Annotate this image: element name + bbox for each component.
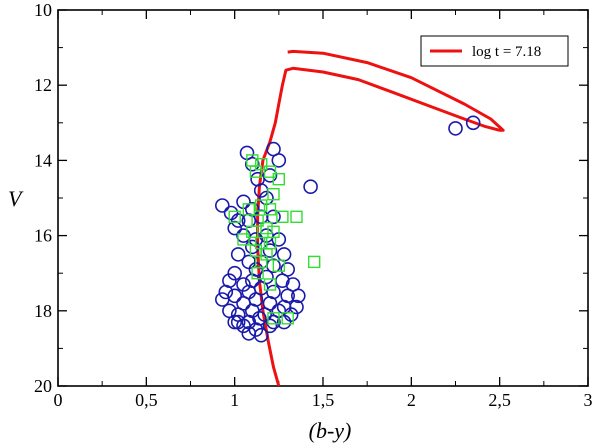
square-point xyxy=(246,225,259,239)
square-point xyxy=(237,233,250,246)
isochrone-series xyxy=(256,49,505,386)
circle-point xyxy=(289,299,304,315)
circle-point xyxy=(290,288,306,304)
circle-point xyxy=(230,314,246,330)
y-tick-labels: 10 12 14 16 18 20 xyxy=(34,0,52,396)
legend-label: log t = 7.18 xyxy=(472,44,541,60)
square-point xyxy=(272,259,285,272)
circle-point xyxy=(230,213,246,228)
square-series xyxy=(228,154,321,325)
circle-point xyxy=(262,243,278,258)
x-tick-label: 2 xyxy=(407,390,416,410)
circle-point xyxy=(448,121,463,136)
x-axis-title: (b-y) xyxy=(309,418,352,443)
square-point xyxy=(228,210,241,224)
circle-point xyxy=(227,314,242,330)
y-tick-label: 10 xyxy=(34,0,52,20)
circle-point xyxy=(253,327,269,343)
square-point xyxy=(281,312,294,325)
square-point xyxy=(249,165,263,178)
circle-point xyxy=(236,277,251,292)
circle-point xyxy=(266,209,281,225)
circle-point xyxy=(303,179,318,194)
square-point xyxy=(260,221,273,235)
circle-point xyxy=(245,156,260,172)
y-tick-label: 20 xyxy=(34,376,52,396)
square-point xyxy=(276,210,289,224)
circle-point xyxy=(262,318,278,334)
x-tick-labels: 0 0,5 1 1,5 2 2,5 3 xyxy=(54,390,593,410)
square-point xyxy=(254,199,268,212)
y-tick-label: 18 xyxy=(34,301,52,321)
minor-ticks xyxy=(58,10,588,386)
circle-point xyxy=(262,168,278,183)
y-axis-title: V xyxy=(8,186,24,211)
x-tick-label: 3 xyxy=(584,390,593,410)
y-tick-label: 16 xyxy=(34,226,52,246)
square-point xyxy=(263,278,277,291)
circle-point xyxy=(245,239,260,255)
circle-point xyxy=(218,284,234,300)
square-point xyxy=(267,187,280,201)
x-tick-label: 2,5 xyxy=(488,390,511,410)
circle-point xyxy=(266,314,281,330)
legend: log t = 7.18 xyxy=(420,35,569,67)
square-point xyxy=(308,255,321,269)
square-point xyxy=(267,312,280,325)
circle-point xyxy=(276,314,292,330)
circle-point xyxy=(230,247,246,262)
x-tick-label: 1,5 xyxy=(312,390,335,410)
circle-series xyxy=(215,115,481,343)
circle-point xyxy=(215,198,230,213)
x-tick-label: 0,5 xyxy=(135,390,158,410)
circle-point xyxy=(227,265,242,281)
y-tick-label: 14 xyxy=(34,150,52,170)
square-point xyxy=(251,267,264,280)
x-tick-label: 1 xyxy=(230,390,239,410)
square-point xyxy=(290,210,303,224)
circle-point xyxy=(271,153,287,168)
square-point xyxy=(272,172,285,186)
x-tick-label: 0 xyxy=(54,390,63,410)
square-point xyxy=(263,165,277,178)
circle-point xyxy=(465,115,481,131)
isochrone-line xyxy=(256,49,505,386)
major-ticks xyxy=(57,9,589,387)
circle-point xyxy=(215,292,230,307)
y-tick-label: 12 xyxy=(34,75,52,95)
square-point xyxy=(263,203,277,216)
square-point xyxy=(242,203,256,216)
